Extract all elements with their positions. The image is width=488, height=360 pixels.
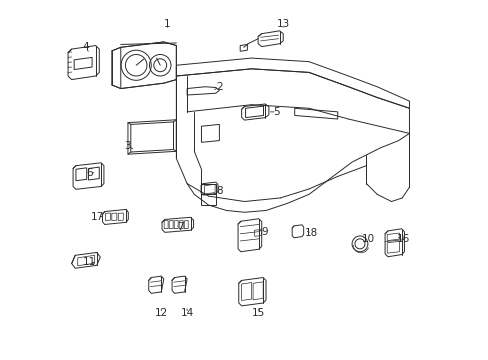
Text: 16: 16 <box>396 234 409 244</box>
Text: 5: 5 <box>273 107 280 117</box>
Text: 8: 8 <box>216 186 222 197</box>
Text: 1: 1 <box>164 19 170 29</box>
Text: 10: 10 <box>361 234 374 244</box>
Text: 13: 13 <box>276 19 289 29</box>
Text: 2: 2 <box>216 82 222 92</box>
Text: 17: 17 <box>91 212 104 221</box>
Text: 11: 11 <box>83 257 96 267</box>
Text: 15: 15 <box>252 309 265 318</box>
Text: 7: 7 <box>176 222 183 232</box>
Text: 9: 9 <box>261 227 267 237</box>
Text: 3: 3 <box>124 141 131 151</box>
Text: 4: 4 <box>82 42 89 52</box>
Text: 14: 14 <box>180 309 193 318</box>
Text: 18: 18 <box>305 228 318 238</box>
Text: 12: 12 <box>154 309 167 318</box>
Text: 6: 6 <box>86 168 93 178</box>
